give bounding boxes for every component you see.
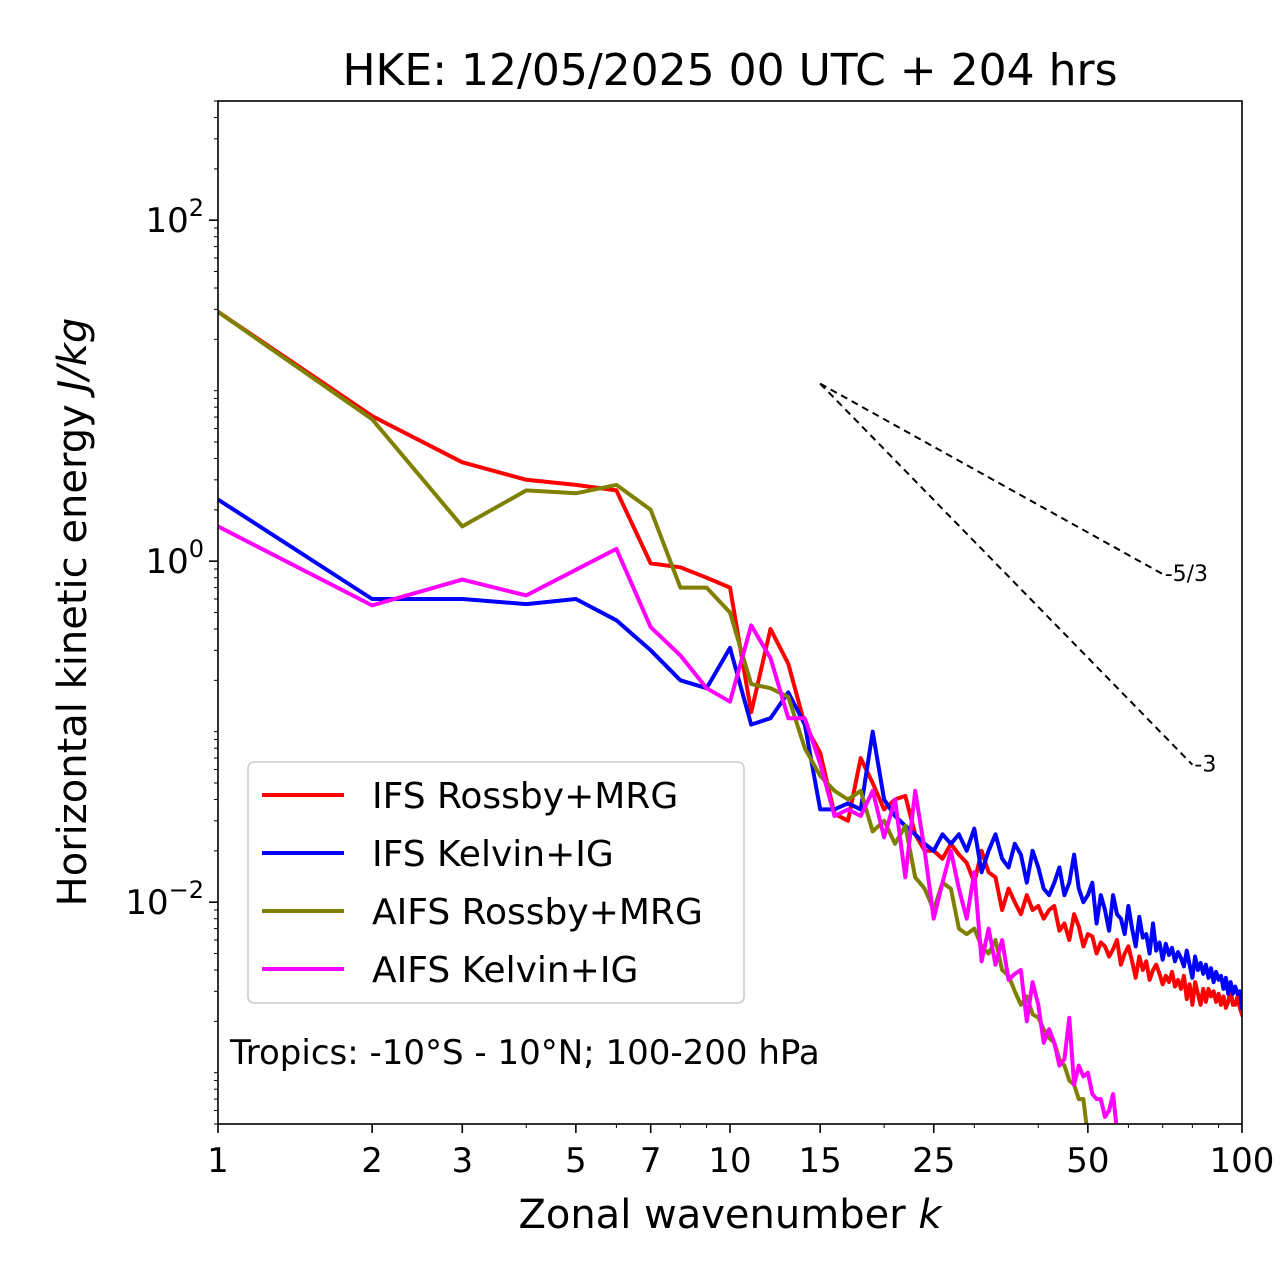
legend-label: IFS Rossby+MRG xyxy=(372,776,678,817)
x-tick-label: 100 xyxy=(1210,1141,1275,1181)
legend: IFS Rossby+MRG IFS Kelvin+IG AIFS Rossby+M… xyxy=(247,761,745,1004)
legend-label: AIFS Rossby+MRG xyxy=(372,892,703,933)
x-tick-label: 3 xyxy=(451,1141,473,1181)
x-tick-label: 2 xyxy=(361,1141,383,1181)
y-tick-label: 10−2 xyxy=(125,876,204,923)
y-axis-label: Horizontal kinetic energy J/kg xyxy=(50,318,96,907)
y-tick-label: 100 xyxy=(145,535,204,582)
reference-slope-labels: -5/3 -3 xyxy=(1165,562,1217,778)
x-tick-label: 5 xyxy=(565,1141,587,1181)
legend-label: IFS Kelvin+IG xyxy=(372,834,614,875)
series-line xyxy=(218,309,1242,1017)
series-line xyxy=(218,524,1119,1124)
reference-slope-lines xyxy=(819,382,1194,766)
x-axis-label: Zonal wavenumber k xyxy=(518,1192,943,1238)
x-axis-ticks: 1 2 3 5 7 10 15 25 50 100 xyxy=(207,1124,1274,1181)
plot-area-frame xyxy=(217,100,1243,1125)
x-tick-label: 25 xyxy=(912,1141,955,1181)
reference-slope-line xyxy=(819,382,1194,766)
reference-slope-label: -5/3 xyxy=(1165,562,1208,587)
x-tick-label: 50 xyxy=(1066,1141,1109,1181)
x-tick-label: 1 xyxy=(207,1141,229,1181)
y-axis-ticks: 102 100 10−2 xyxy=(125,100,218,1125)
y-tick-label: 102 xyxy=(145,194,204,241)
series-line xyxy=(218,497,1242,1011)
x-tick-label: 10 xyxy=(708,1141,751,1181)
x-tick-label: 7 xyxy=(640,1141,662,1181)
reference-slope-label: -3 xyxy=(1194,753,1216,778)
chart-title: HKE: 12/05/2025 00 UTC + 204 hrs xyxy=(342,45,1117,96)
x-tick-label: 15 xyxy=(799,1141,842,1181)
reference-slope-line xyxy=(819,382,1164,575)
legend-box xyxy=(247,761,745,1004)
region-annotation: Tropics: -10°S - 10°N; 100-200 hPa xyxy=(229,1033,820,1073)
legend-label: AIFS Kelvin+IG xyxy=(372,950,638,991)
series-lines xyxy=(218,309,1242,1124)
